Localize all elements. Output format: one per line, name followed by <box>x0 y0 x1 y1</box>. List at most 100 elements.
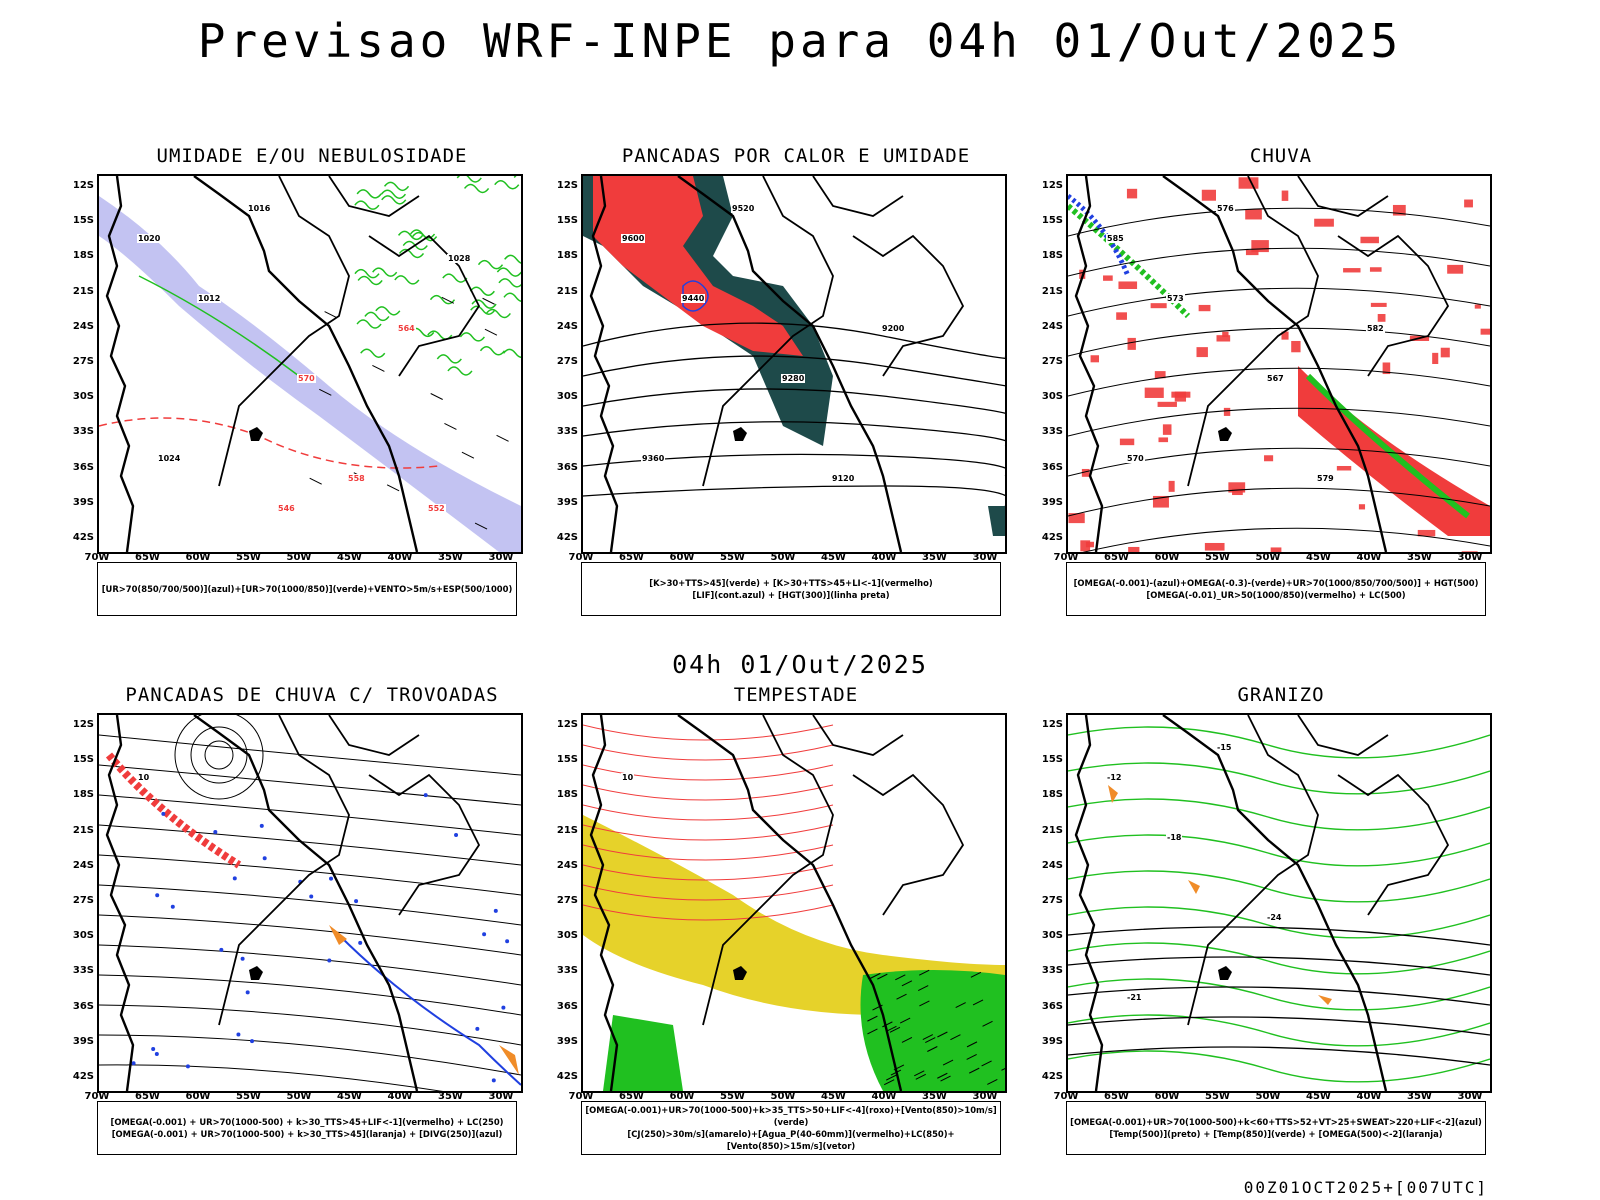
panel-legend: [OMEGA(-0.001)+UR>70(1000-500)+k<60+TTS>… <box>1066 1101 1486 1155</box>
latitude-label: 39S <box>556 496 578 508</box>
longitude-label: 55W <box>1205 1091 1230 1102</box>
contour-label: 585 <box>1106 234 1125 243</box>
latitude-label: 42S <box>556 1071 578 1082</box>
contour-label: 570 <box>1126 454 1145 463</box>
longitude-label: 40W <box>871 1091 897 1102</box>
latitude-label: 15S <box>72 754 94 766</box>
latitude-label: 27S <box>556 895 578 906</box>
latitude-label: 27S <box>1041 895 1063 906</box>
forecast-panel: UMIDADE E/OU NEBULOSIDADE 12S 15S 18S 21S 24S… <box>0 145 530 625</box>
forecast-map <box>1066 174 1492 554</box>
legend-line: [OMEGA(-0.001)+UR>70(1000-500)+k<60+TTS>… <box>1070 1117 1482 1127</box>
longitude-label: 35W <box>438 1091 463 1102</box>
longitude-label: 50W <box>1255 552 1281 563</box>
legend-line: [OMEGA(-0.001)+UR>70(1000-500)+k>35_TTS>… <box>585 1105 997 1127</box>
longitude-label: 70W <box>568 552 594 563</box>
contour-label: 9520 <box>731 204 756 213</box>
contour-label: 9440 <box>681 294 706 303</box>
latitude-label: 24S <box>556 859 578 871</box>
longitude-label: 60W <box>1154 552 1180 563</box>
longitude-label: 65W <box>135 552 160 563</box>
latitude-label: 27S <box>72 895 94 906</box>
longitude-label: 35W <box>922 552 947 563</box>
latitude-label: 36S <box>72 461 94 473</box>
latitude-label: 33S <box>556 965 578 977</box>
forecast-map <box>1066 713 1492 1093</box>
latitude-label: 18S <box>1041 250 1063 262</box>
latitude-label: 24S <box>72 320 94 332</box>
forecast-time-label: 04h 01/Out/2025 <box>672 650 928 679</box>
contour-label: 558 <box>347 474 366 483</box>
contour-label: 10 <box>621 773 635 782</box>
longitude-label: 30W <box>488 1091 514 1102</box>
longitude-label: 70W <box>568 1091 594 1102</box>
longitude-label: 60W <box>1154 1091 1180 1102</box>
forecast-panel: TEMPESTADE 12S 15S 18S 21S 24S 27S 30S 33S 36S 39S… <box>484 684 1014 1164</box>
contour-label: 1012 <box>197 294 222 303</box>
longitude-label: 60W <box>669 1091 695 1102</box>
latitude-label: 18S <box>72 250 94 262</box>
contour-label: 552 <box>427 504 446 513</box>
latitude-label: 36S <box>556 1000 578 1012</box>
latitude-label: 21S <box>556 285 578 297</box>
latitude-label: 33S <box>72 965 94 977</box>
longitude-label: 30W <box>972 552 998 563</box>
longitude-label: 50W <box>770 1091 796 1102</box>
longitude-label: 70W <box>1053 552 1079 563</box>
forecast-panel: GRANIZO 12S 15S 18S 21S 24S 27S 30S 33S 36S 39S 42S… <box>969 684 1499 1164</box>
latitude-label: 12S <box>556 180 578 191</box>
longitude-label: 45W <box>1306 1091 1331 1102</box>
longitude-label: 40W <box>871 552 897 563</box>
latitude-label: 21S <box>72 285 94 297</box>
map-graphics <box>1068 176 1490 552</box>
longitude-label: 35W <box>922 1091 947 1102</box>
latitude-label: 42S <box>72 1071 94 1082</box>
longitude-label: 45W <box>337 1091 362 1102</box>
contour-label: 567 <box>1266 374 1285 383</box>
contour-label: 1016 <box>247 204 272 213</box>
longitude-label: 45W <box>1306 552 1331 563</box>
panel-legend: [OMEGA(-0.001)-(azul)+OMEGA(-0.3)-(verde… <box>1066 562 1486 616</box>
map-graphics <box>583 176 1005 552</box>
longitude-label: 40W <box>1356 1091 1382 1102</box>
latitude-label: 12S <box>72 180 94 191</box>
forecast-map <box>97 713 523 1093</box>
longitude-label: 40W <box>387 1091 413 1102</box>
latitude-label: 33S <box>556 426 578 438</box>
legend-line: [OMEGA(-0.001) + UR>70(1000-500) + k>30_… <box>110 1117 504 1127</box>
latitude-label: 27S <box>1041 356 1063 367</box>
longitude-label: 65W <box>1104 552 1129 563</box>
latitude-label: 33S <box>72 426 94 438</box>
panel-title: PANCADAS DE CHUVA C/ TROVOADAS <box>125 684 499 706</box>
contour-label: -18 <box>1166 833 1183 842</box>
legend-line: [Temp(500)](preto) + [Temp(850)](verde) … <box>1109 1129 1443 1139</box>
legend-line: [OMEGA(-0.001)-(azul)+OMEGA(-0.3)-(verde… <box>1073 578 1479 588</box>
latitude-label: 39S <box>72 496 94 508</box>
longitude-label: 70W <box>84 552 110 563</box>
latitude-label: 24S <box>72 859 94 871</box>
map-graphics <box>99 176 521 552</box>
longitude-label: 35W <box>1407 552 1432 563</box>
forecast-map <box>581 174 1007 554</box>
latitude-label: 42S <box>1041 532 1063 543</box>
map-graphics <box>583 715 1005 1091</box>
map-graphics <box>1068 715 1490 1091</box>
latitude-label: 24S <box>556 320 578 332</box>
latitude-label: 24S <box>1041 859 1063 871</box>
longitude-label: 50W <box>770 552 796 563</box>
panel-legend: [K>30+TTS>45](verde) + [K>30+TTS>45+LI<-… <box>581 562 1001 616</box>
legend-line: [CJ(250)>30m/s](amarelo)+[Agua_P(40-60mm… <box>627 1129 955 1151</box>
latitude-label: 30S <box>1041 391 1063 403</box>
longitude-label: 30W <box>1457 1091 1483 1102</box>
forecast-map <box>581 713 1007 1093</box>
latitude-label: 30S <box>72 930 94 942</box>
contour-label: -12 <box>1106 773 1123 782</box>
contour-label: 570 <box>297 374 316 383</box>
latitude-label: 36S <box>1041 461 1063 473</box>
longitude-label: 70W <box>1053 1091 1079 1102</box>
legend-line: [OMEGA(-0.01)_UR>50(1000/850)(vermelho) … <box>1146 590 1406 600</box>
latitude-label: 18S <box>556 250 578 262</box>
longitude-label: 50W <box>1255 1091 1281 1102</box>
map-graphics <box>99 715 521 1091</box>
longitude-label: 55W <box>720 1091 745 1102</box>
